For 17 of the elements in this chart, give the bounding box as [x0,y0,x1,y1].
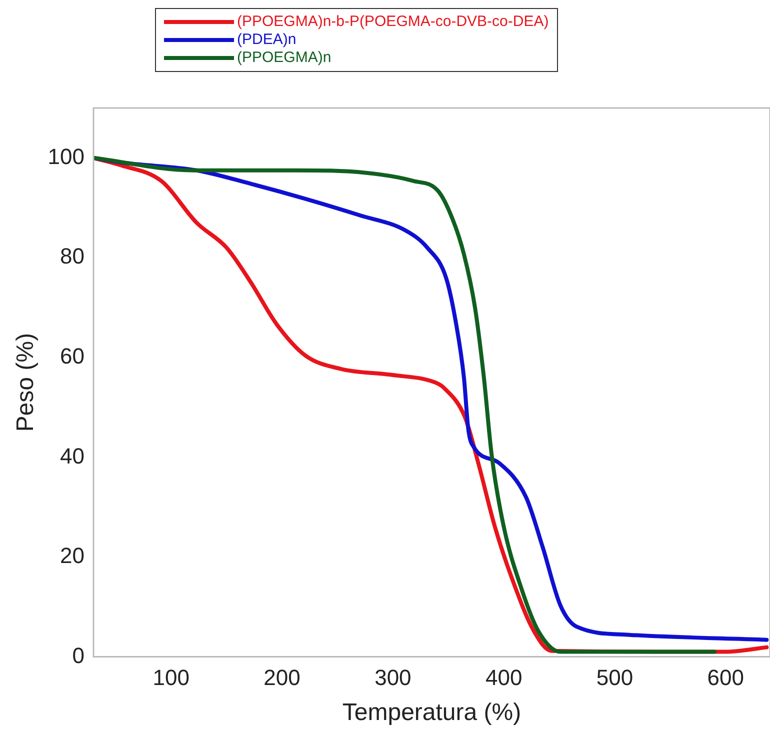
y-tick-label: 40 [60,443,85,468]
legend-label: (PDEA)n [237,31,296,49]
legend-label: (PPOEGMA)n [237,49,332,67]
y-tick-label: 60 [60,344,85,369]
y-axis-title: Peso (%) [12,333,40,432]
legend-label: (PPOEGMA)n-b-P(POEGMA-co-DVB-co-DEA) [237,13,549,31]
y-tick-label: 0 [72,642,85,668]
y-tick-label: 100 [48,144,85,169]
x-tick-label: 200 [264,665,300,690]
x-axis-title: Temperatura (%) [342,699,522,726]
y-tick-label: 20 [60,543,85,568]
y-tick-label: 80 [60,244,85,269]
x-tick-label: 500 [596,665,634,690]
x-tick-label: 400 [485,665,522,690]
x-tick-label: 100 [152,665,190,690]
x-tick-label: 300 [374,665,412,690]
x-tick-label: 600 [707,665,744,690]
